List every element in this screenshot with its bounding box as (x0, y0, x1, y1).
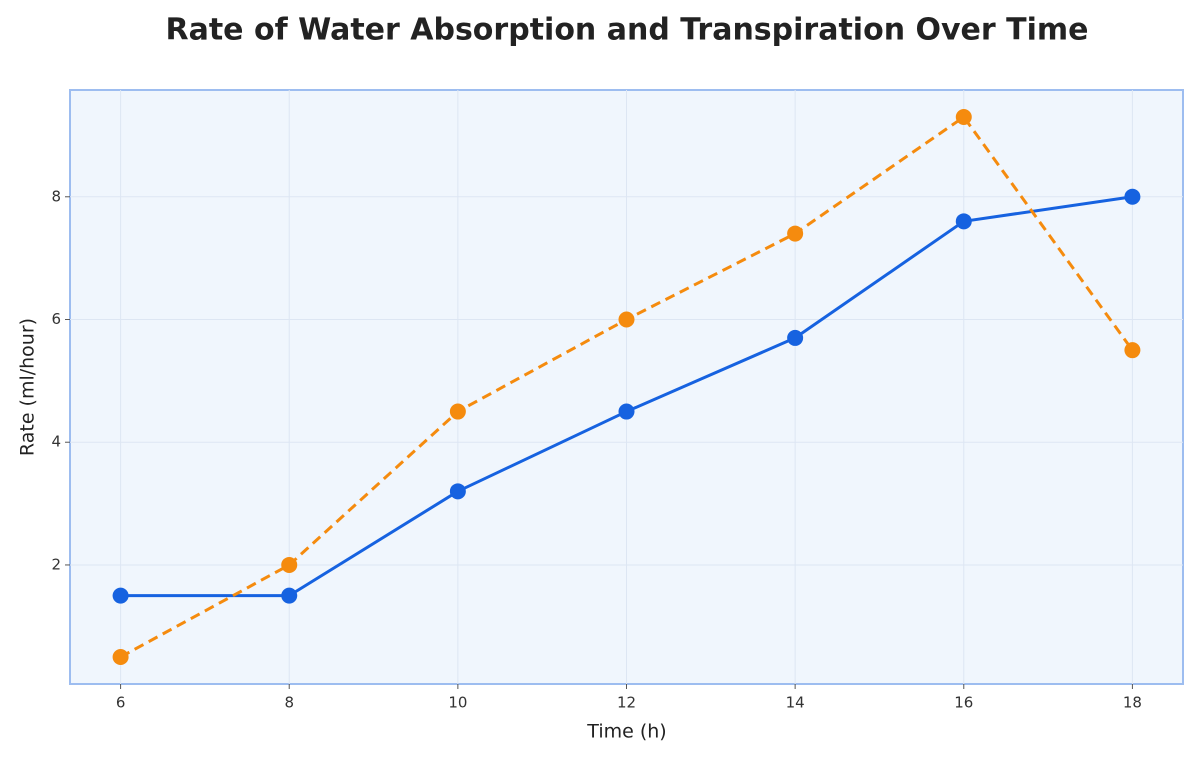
data-point (1124, 342, 1141, 359)
data-point (112, 649, 129, 665)
y-tick-label: 6 (51, 310, 61, 328)
y-tick-label: 4 (51, 433, 61, 451)
data-point (787, 329, 804, 346)
y-axis-title: Rate (ml/hour) (17, 318, 39, 456)
data-point (955, 213, 972, 230)
x-tick-label: 12 (617, 694, 636, 712)
y-tick-label: 8 (51, 187, 61, 205)
data-point (281, 587, 298, 604)
data-point (787, 225, 804, 242)
x-tick-label: 6 (116, 694, 126, 712)
data-point (618, 311, 635, 328)
series-layer (112, 109, 1141, 665)
x-tick-label: 8 (284, 694, 294, 712)
y-tick-label: 2 (51, 555, 61, 573)
data-point (281, 556, 298, 573)
x-tick-label: 10 (448, 694, 467, 712)
x-tick-label: 16 (954, 694, 973, 712)
chart-title: Rate of Water Absorption and Transpirati… (165, 13, 1088, 48)
x-tick-label: 18 (1123, 694, 1142, 712)
data-point (1124, 188, 1141, 205)
data-point (618, 403, 635, 420)
data-point (955, 109, 972, 125)
data-point (449, 403, 466, 420)
x-tick-label: 14 (786, 694, 805, 712)
data-point (449, 483, 466, 500)
x-axis-title: Time (h) (586, 721, 666, 743)
data-point (112, 587, 129, 604)
